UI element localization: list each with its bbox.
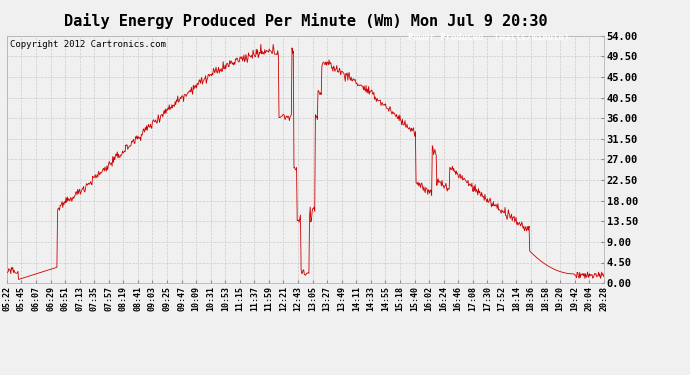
Title: Daily Energy Produced Per Minute (Wm) Mon Jul 9 20:30: Daily Energy Produced Per Minute (Wm) Mo… xyxy=(63,13,547,29)
Text: Copyright 2012 Cartronics.com: Copyright 2012 Cartronics.com xyxy=(10,40,166,49)
